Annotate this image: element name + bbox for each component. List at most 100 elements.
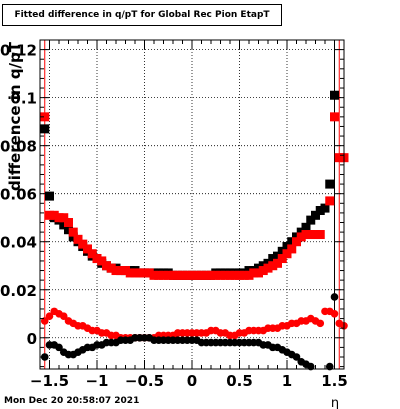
y-tick-label: 0.1 [10,90,37,108]
data-point-square [306,215,316,225]
data-point-square [64,225,73,235]
data-point-square [325,196,335,206]
data-point-square [220,270,230,280]
x-tick-label: −1 [85,372,108,390]
data-point-square [154,270,164,280]
data-point-square [306,230,316,240]
data-point-square [73,234,83,244]
x-tick-label: 0 [187,372,197,390]
data-point-square [268,261,278,271]
data-point-square [135,268,145,278]
data-point-square [315,206,325,216]
axes [39,39,345,370]
data-point-square [330,112,339,122]
data-point-square [54,213,64,223]
data-point-square [173,270,183,280]
data-point-square [330,90,339,100]
data-point-circle [292,353,301,361]
data-point-square [92,254,102,264]
data-point-square [168,270,178,280]
data-markers [40,90,349,371]
data-point-circle [40,317,49,325]
data-point-square [45,191,54,201]
data-point-square [144,268,154,278]
data-point-square [149,270,159,280]
data-point-square [125,268,135,278]
y-tick-label: 0.06 [0,186,37,204]
data-point-square [239,270,249,280]
data-point-square [178,270,187,280]
data-point-square [235,270,244,280]
data-point-square [68,232,78,242]
data-point-square [311,230,320,240]
data-point-square [230,270,240,280]
data-point-square [59,220,69,230]
chart-title: Fitted difference in q/pT for Global Rec… [2,4,282,26]
y-tick-label: 0.08 [0,138,37,156]
data-point-square [315,230,325,240]
data-point-square [301,222,311,232]
x-tick-label: 0.5 [226,372,253,390]
data-point-circle [59,312,68,320]
x-tick-label: 1 [282,372,292,390]
data-point-square [197,270,206,280]
data-point-square [182,270,192,280]
data-point-circle [306,362,315,371]
data-point-square [263,258,273,268]
data-point-square [258,261,268,271]
data-point-square [40,112,50,122]
data-point-square [49,210,59,220]
data-point-square [277,246,287,256]
data-point-square [296,232,306,242]
data-point-circle [55,343,63,352]
data-point-square [78,239,88,249]
data-point-square [311,210,320,220]
data-point-square [268,254,278,264]
data-point-square [64,218,73,228]
data-point-square [211,270,221,280]
y-tick-label: 0 [27,330,37,348]
data-point-square [116,266,126,276]
data-point-circle [330,293,339,301]
data-point-square [201,270,211,280]
data-point-square [192,270,202,280]
data-point-square [287,244,297,254]
x-tick-label: 1.5 [321,372,348,390]
data-point-square [263,263,273,273]
data-point-square [87,249,97,259]
data-point-square [273,258,282,268]
data-point-square [40,124,50,134]
data-point-square [244,266,254,276]
data-point-square [301,230,311,240]
data-point-square [292,232,301,242]
data-point-square [187,270,197,280]
data-point-square [249,268,259,278]
data-point-square [206,270,216,280]
x-tick-label: −1.5 [30,372,69,390]
data-point-square [320,203,330,213]
x-axis-title: η [331,396,339,409]
data-point-square [97,256,107,266]
y-axis-title: difference in q/pT [6,41,24,191]
y-tick-label: 0.12 [0,42,37,60]
data-point-square [111,266,121,276]
data-point-square [282,242,292,252]
data-point-square [159,270,168,280]
data-point-square [130,268,140,278]
tick-labels: −1.5 −1 −0.5 0 0.5 1 1.5 0 0.02 0.04 0.06 0.08 0.1 0.… [0,41,348,409]
data-point-square [102,261,111,271]
data-point-square [273,251,282,261]
data-point-square [225,270,235,280]
footer-timestamp: Mon Dec 20 20:58:07 2021 [4,396,140,406]
data-point-square [106,263,116,273]
data-point-square [258,266,268,276]
x-tick-label: −0.5 [125,372,164,390]
data-point-square [254,263,263,273]
y-tick-label: 0.04 [0,234,37,252]
data-point-square [292,237,301,247]
y-tick-label: 0.02 [0,282,37,300]
data-point-circle [40,353,49,361]
data-point-square [59,213,69,223]
data-point-square [244,270,254,280]
